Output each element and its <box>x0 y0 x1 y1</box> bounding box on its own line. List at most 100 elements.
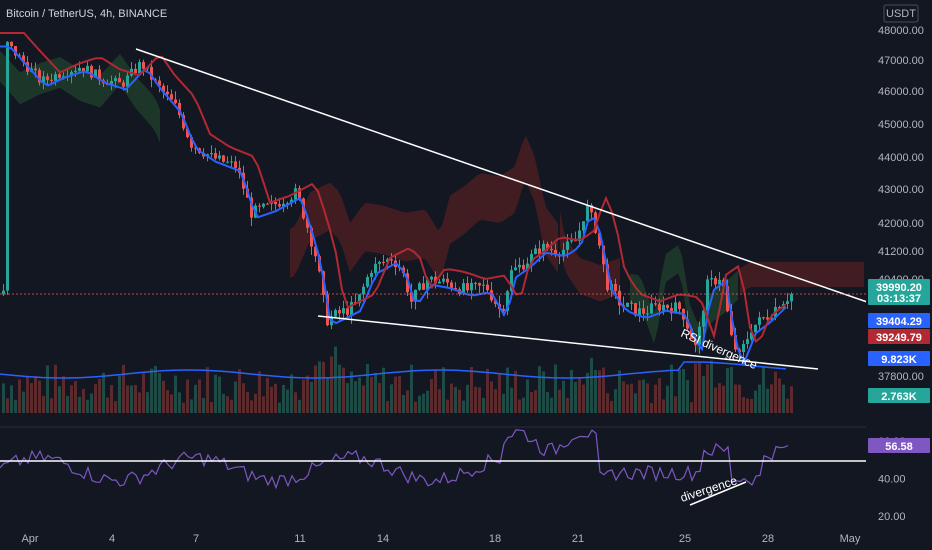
candle-body <box>70 72 73 76</box>
candle-body <box>282 203 285 207</box>
volume-bar <box>390 384 393 413</box>
volume-bar <box>698 362 701 413</box>
candle-body <box>258 205 261 207</box>
candle-body <box>58 74 61 78</box>
candle-body <box>118 78 121 83</box>
candle-body <box>746 339 749 344</box>
candle-body <box>326 294 329 326</box>
volume-bar <box>322 361 325 413</box>
price-badge <box>868 279 930 305</box>
rsi-divergence-line <box>689 481 747 506</box>
volume-bar <box>46 365 49 413</box>
rsi-tick-label: 40.00 <box>878 474 906 486</box>
candle-body <box>406 273 409 293</box>
candle-body <box>706 279 709 311</box>
volume-bar <box>630 383 633 413</box>
volume-bar <box>562 380 565 413</box>
volume-bar <box>538 366 541 413</box>
volume-bar <box>602 367 605 413</box>
volume-bar <box>454 386 457 413</box>
volume-bar <box>746 398 749 413</box>
x-tick-label: 14 <box>377 533 389 545</box>
price-badge <box>868 329 930 344</box>
candle-body <box>546 243 549 250</box>
candle-body <box>278 204 281 207</box>
candle-body <box>218 155 221 159</box>
volume-bar <box>326 378 329 413</box>
volume-bar <box>86 399 89 413</box>
candle-body <box>742 343 745 353</box>
candle-body <box>110 81 113 85</box>
candle-body <box>570 240 573 242</box>
volume-bar <box>258 371 261 413</box>
volume-bar <box>786 398 789 413</box>
candle-body <box>674 302 677 314</box>
candle-body <box>446 278 449 283</box>
volume-bar <box>50 398 53 413</box>
x-tick-label: 11 <box>294 533 305 545</box>
candle-body <box>714 278 717 285</box>
volume-bar <box>34 376 37 413</box>
volume-bar <box>182 402 185 413</box>
candle-body <box>550 249 553 251</box>
volume-bar <box>282 384 285 413</box>
volume-bar <box>250 400 253 413</box>
volume-bar <box>622 381 625 413</box>
candle-body <box>654 303 657 305</box>
volume-bar <box>790 386 793 413</box>
candle-body <box>234 161 237 168</box>
candle-body <box>786 301 789 305</box>
volume-bar <box>554 364 557 413</box>
volume-bar <box>438 389 441 413</box>
candle-body <box>598 232 601 246</box>
candle-body <box>662 304 665 311</box>
rsi-tick-label: 20.00 <box>878 511 906 523</box>
candle-body <box>766 317 769 320</box>
candle-body <box>670 308 673 314</box>
volume-bar <box>78 396 81 413</box>
candle-body <box>78 67 81 71</box>
candle-body <box>430 276 433 280</box>
candle-body <box>10 41 13 47</box>
candle-body <box>142 62 145 69</box>
volume-bar <box>310 381 313 413</box>
volume-bar <box>522 397 525 413</box>
candle-body <box>86 65 89 72</box>
candle-body <box>466 283 469 291</box>
cloud-segment <box>740 261 864 294</box>
volume-bar <box>594 370 597 413</box>
price-badge <box>868 313 930 328</box>
volume-bar <box>766 388 769 413</box>
price-badge-label: 39990.20 <box>876 282 922 294</box>
candle-body <box>74 70 77 73</box>
volume-bar <box>542 371 545 413</box>
volume-bar <box>674 396 677 413</box>
volume-bar <box>246 391 249 413</box>
cloud-segment <box>630 245 738 354</box>
candle-body <box>378 261 381 264</box>
volume-bar <box>614 389 617 413</box>
candle-body <box>758 317 761 325</box>
candle-body <box>502 308 505 311</box>
volume-bar <box>306 375 309 413</box>
candle-body <box>506 291 509 311</box>
candle-body <box>38 70 41 83</box>
candle-body <box>262 203 265 207</box>
volume-bar <box>238 369 241 413</box>
candle-body <box>298 188 301 199</box>
candle-body <box>222 155 225 162</box>
candle-body <box>642 308 645 314</box>
volume-bar <box>490 381 493 413</box>
volume-bar <box>662 399 665 413</box>
volume-bar <box>102 372 105 413</box>
volume-bar <box>270 386 273 413</box>
candle-body <box>590 205 593 213</box>
candle-body <box>482 284 485 286</box>
y-tick-label: 44000.00 <box>878 152 924 164</box>
candle-body <box>426 279 429 290</box>
volume-bar <box>366 364 369 413</box>
volume-bar <box>146 392 149 413</box>
candle-body <box>414 289 417 302</box>
volume-bar <box>82 388 85 413</box>
candle-body <box>82 67 85 72</box>
